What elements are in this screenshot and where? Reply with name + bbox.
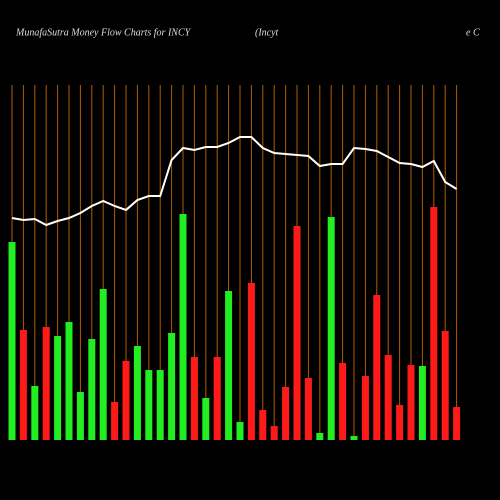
bar <box>247 283 255 440</box>
bar <box>179 214 187 440</box>
bar <box>270 426 278 440</box>
bar <box>304 378 312 440</box>
bar <box>259 410 267 440</box>
bar <box>133 346 141 440</box>
bar <box>19 330 27 440</box>
bar <box>339 363 347 440</box>
bar <box>225 291 233 440</box>
bar <box>236 422 244 440</box>
bar <box>373 295 381 440</box>
bar <box>122 361 130 440</box>
chart-subtitle: (Incyt <box>255 27 279 38</box>
bar <box>65 322 73 440</box>
bar <box>42 327 50 440</box>
bar <box>396 405 404 440</box>
bar <box>441 331 449 440</box>
bar <box>430 207 438 440</box>
bar <box>145 370 153 440</box>
bar <box>384 355 392 440</box>
bar <box>88 339 96 440</box>
bar <box>418 366 426 440</box>
bar <box>316 433 324 440</box>
bar <box>213 357 221 440</box>
bar <box>76 392 84 440</box>
bar <box>293 226 301 440</box>
bar <box>202 398 210 440</box>
bar <box>407 365 415 440</box>
bar <box>156 370 164 440</box>
bar <box>327 217 335 440</box>
price-line <box>11 136 458 227</box>
chart-subtitle: e C <box>466 27 480 38</box>
bar <box>350 436 358 440</box>
bar <box>190 357 198 440</box>
bar <box>31 386 39 440</box>
bar <box>54 336 62 440</box>
bar <box>168 333 176 440</box>
bar <box>111 402 119 440</box>
bar <box>282 387 290 440</box>
chart-title: MunafaSutra Money Flow Charts for INCY <box>15 27 192 38</box>
bar <box>99 289 107 440</box>
bar <box>8 242 16 440</box>
bar <box>453 407 461 440</box>
bar <box>361 376 369 440</box>
